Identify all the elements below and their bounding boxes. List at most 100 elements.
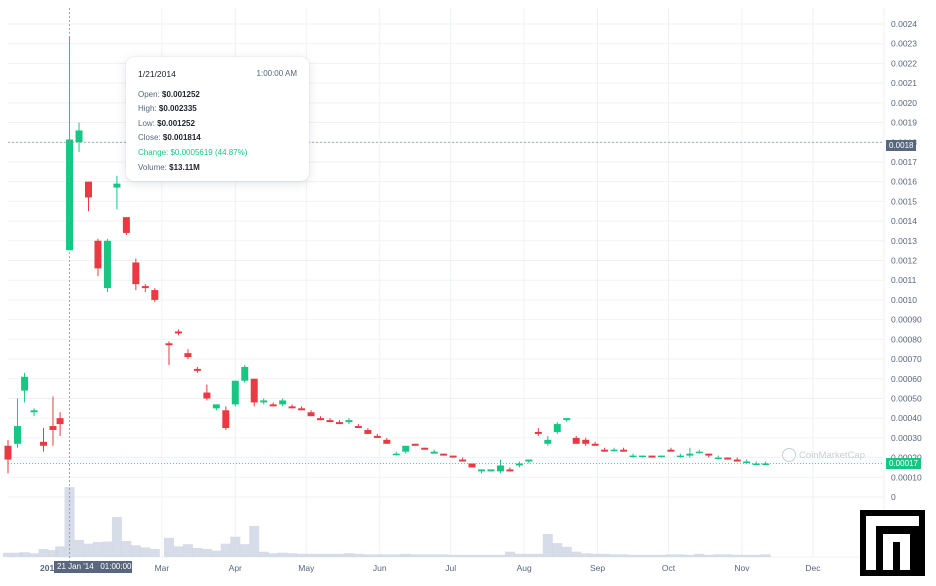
candle-body xyxy=(269,404,277,407)
candle-body xyxy=(610,449,618,452)
candle-body xyxy=(468,463,476,468)
candle-body xyxy=(250,378,258,403)
volume-bar xyxy=(448,554,459,557)
site-logo xyxy=(860,510,925,576)
volume-bar xyxy=(315,553,326,557)
volume-bar xyxy=(628,554,639,557)
volume-bar xyxy=(173,546,184,557)
tooltip-volume: $13.11M xyxy=(169,162,200,172)
y-tick-label: 0.00050 xyxy=(891,393,922,403)
volume-bar xyxy=(111,517,122,557)
candle-body xyxy=(743,461,751,464)
candle-body xyxy=(506,469,514,472)
candle-body xyxy=(222,410,230,429)
candle-body xyxy=(430,451,438,454)
candle-body xyxy=(260,400,268,403)
volume-bar xyxy=(130,545,141,557)
candle-body xyxy=(4,445,12,460)
volume-bar xyxy=(38,549,49,557)
volume-bar xyxy=(334,553,345,557)
y-tick-label: 0.00020 xyxy=(891,453,922,463)
tooltip-open: $0.001252 xyxy=(162,89,200,99)
volume-bar xyxy=(599,553,610,557)
candle-body xyxy=(591,443,599,446)
tooltip-change-row: Change: $0.0005619 (44.87%) xyxy=(138,147,248,157)
candle-body xyxy=(132,262,140,285)
candle-body xyxy=(563,418,571,421)
tooltip-open-row: Open: $0.001252 xyxy=(138,89,200,99)
x-tick-label: Mar xyxy=(155,563,170,573)
volume-bar xyxy=(29,553,40,557)
volume-bar xyxy=(523,553,534,557)
candle-body xyxy=(572,437,580,444)
y-tick-label: 0.0020 xyxy=(891,98,917,108)
candle-body xyxy=(705,453,713,456)
candle-body xyxy=(94,240,102,269)
volume-bar xyxy=(55,546,66,557)
volume-bar xyxy=(102,541,113,557)
volume-bar xyxy=(495,554,506,557)
volume-bar xyxy=(192,547,203,557)
volume-bar xyxy=(429,554,440,557)
y-tick-label: 0.0012 xyxy=(891,256,917,266)
volume-bar xyxy=(618,554,629,557)
candle-body xyxy=(84,181,92,198)
candle-body xyxy=(49,426,57,430)
candle-body xyxy=(13,426,21,444)
volume-bar xyxy=(306,553,317,557)
volume-bar xyxy=(64,487,75,557)
candle-body xyxy=(686,453,694,456)
volume-bar xyxy=(542,534,553,557)
volume-bar xyxy=(163,537,174,557)
candle-body xyxy=(345,420,353,423)
tooltip-low: $0.001252 xyxy=(157,118,195,128)
candle-body xyxy=(421,447,429,450)
candle-body xyxy=(629,455,637,458)
volume-bar xyxy=(675,554,686,557)
candle-body xyxy=(298,408,306,411)
candle-body xyxy=(402,445,410,452)
volume-bar xyxy=(220,543,231,557)
y-tick-label: 0.00030 xyxy=(891,433,922,443)
volume-bar xyxy=(751,554,762,557)
volume-bar xyxy=(741,554,752,557)
tooltip-date: 1/21/2014 xyxy=(138,69,176,79)
volume-bar xyxy=(182,544,193,557)
y-tick-label: 0 xyxy=(891,492,896,502)
price-candles xyxy=(4,36,770,474)
volume-bar xyxy=(239,544,250,557)
x-tick-label: 201 xyxy=(40,563,54,573)
y-tick-label: 0.0014 xyxy=(891,216,917,226)
volume-bar xyxy=(230,536,241,557)
volume-bar xyxy=(47,550,58,557)
y-tick-label: 0.00010 xyxy=(891,472,922,482)
tooltip-high-row: High: $0.002335 xyxy=(138,104,197,114)
candle-body xyxy=(487,469,495,472)
volume-bars xyxy=(3,487,771,557)
candle-body xyxy=(459,459,467,462)
candle-body xyxy=(307,412,315,417)
volume-bar xyxy=(83,543,94,557)
candle-body xyxy=(411,443,419,446)
volume-bar xyxy=(211,550,222,557)
y-tick-label: 0.0022 xyxy=(891,58,917,68)
candle-body xyxy=(525,459,533,462)
candle-body xyxy=(212,404,220,409)
x-tick-label: May xyxy=(298,563,315,573)
volume-bar xyxy=(92,542,103,557)
tooltip-low-row: Low: $0.001252 xyxy=(138,118,195,128)
candle-body xyxy=(724,457,732,460)
y-tick-label: 0.0017 xyxy=(891,157,917,167)
volume-bar xyxy=(400,553,411,557)
y-tick-label: 0.0023 xyxy=(891,39,917,49)
x-axis-ticks: Mar Apr May Jun Jul Aug Sep Oct Nov Dec 201 xyxy=(40,563,821,573)
candle-body xyxy=(364,429,372,434)
volume-bar xyxy=(19,552,30,557)
volume-bar xyxy=(457,554,468,557)
volume-bar xyxy=(646,554,657,557)
volume-bar xyxy=(732,554,743,557)
y-tick-label: 0.00060 xyxy=(891,374,922,384)
volume-bar xyxy=(249,526,260,557)
volume-bar xyxy=(571,551,582,557)
candle-body xyxy=(714,457,722,460)
